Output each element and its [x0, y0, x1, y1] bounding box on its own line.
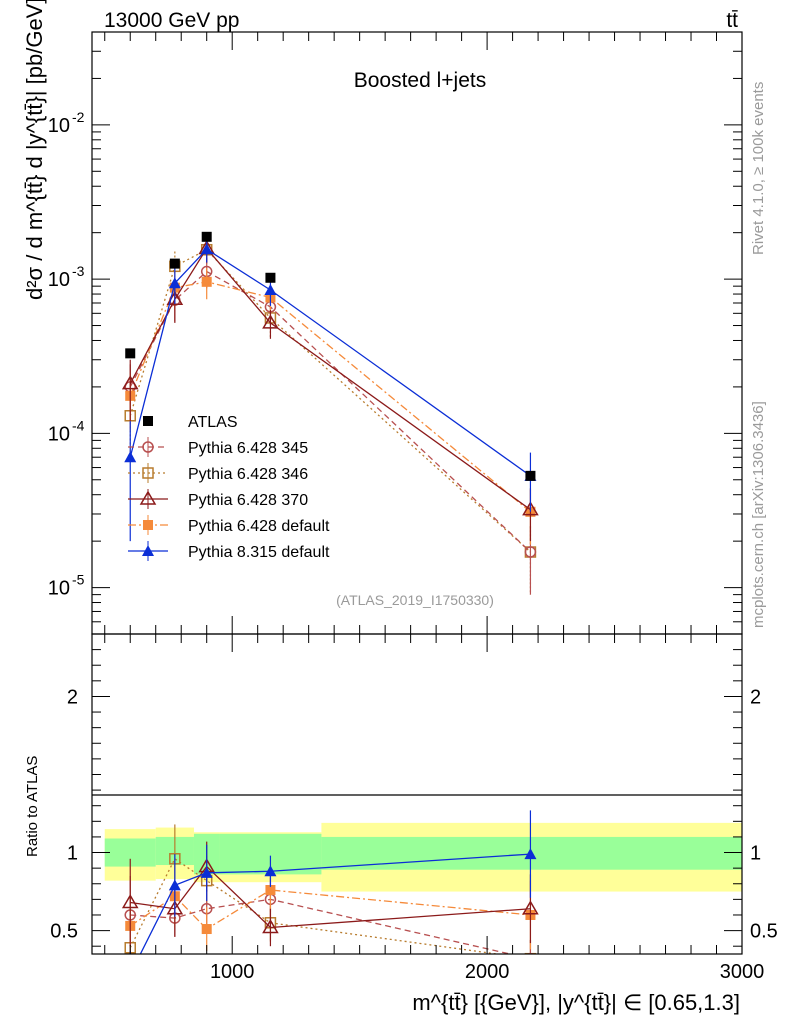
- ratio-p346-line: [129, 857, 502, 954]
- ratio-y-tick-label-right: 1: [750, 843, 761, 865]
- ratio-panel: 0.5 0.5 1 1 2 2 1000 2000 3000 m^{tt̄} [{GeV}], …: [50, 633, 778, 1015]
- legend-label: ATLAS: [188, 414, 238, 431]
- ratio-p345-line: [130, 898, 513, 954]
- y-axis-label: d²σ / d m^{tt̄} d |y^{tt̄}| [pb/GeV]: [22, 0, 47, 300]
- series-ATLAS-point: [169, 258, 180, 269]
- legend-marker-p8def: [142, 545, 154, 556]
- energy-label: 13000 GeV pp: [104, 9, 239, 32]
- legend-label: Pythia 6.428 346: [188, 466, 308, 483]
- ratio-p345-point: [527, 952, 534, 954]
- legend-item-p6def: Pythia 6.428 default: [128, 515, 330, 535]
- legend-marker-ATLAS: [143, 416, 153, 426]
- analysis-tag: (ATLAS_2019_I1750330): [336, 592, 494, 608]
- ratio-y-tick-label: 0.5: [50, 921, 78, 943]
- legend-item-p8def: Pythia 8.315 default: [128, 541, 330, 561]
- legend-marker-p345: [142, 441, 154, 453]
- legend-label: Pythia 6.428 370: [188, 492, 308, 509]
- legend-item-p370: Pythia 6.428 370: [128, 489, 308, 509]
- y-tick-label: 10: [48, 269, 70, 291]
- legend-label: Pythia 6.428 345: [188, 440, 308, 457]
- rivet-version-label: Rivet 4.1.0, ≥ 100k events: [750, 81, 767, 255]
- y-tick-label: 10: [48, 578, 70, 600]
- series-p8def-point: [168, 277, 181, 289]
- panel-title: Boosted l+jets: [354, 69, 487, 92]
- legend-marker-p370: [139, 490, 157, 505]
- series-p370-point: [522, 501, 539, 516]
- ratio-p346-point: [524, 952, 537, 954]
- ratio-p8def-point: [168, 879, 181, 891]
- series-p345-line: [129, 270, 531, 553]
- ratio-y-axis-label: Ratio to ATLAS: [24, 755, 41, 857]
- y-tick-label: 10: [48, 423, 70, 445]
- ratio-p370-point: [121, 893, 139, 909]
- legend-marker-p346: [142, 467, 154, 479]
- process-label: tt̄: [726, 9, 738, 32]
- legend-item-p345: Pythia 6.428 345: [128, 437, 308, 457]
- ratio-p6def-point: [265, 885, 276, 895]
- legend: ATLAS Pythia 6.428 345 Pythia 6.428 346 Pyt…: [128, 414, 330, 561]
- series-ATLAS-point: [525, 470, 536, 481]
- y-tick-label: 10: [48, 115, 70, 137]
- series-p370-point: [121, 375, 139, 390]
- x-tick-label: 2000: [465, 961, 510, 983]
- legend-item-p346: Pythia 6.428 346: [128, 463, 308, 483]
- legend-label: Pythia 8.315 default: [188, 544, 330, 561]
- ratio-p6def-point: [201, 924, 212, 935]
- ratio-p8def-point: [200, 866, 213, 878]
- y-tick-exponent: -5: [72, 572, 85, 588]
- ratio-p370-point: [522, 900, 539, 915]
- series-ATLAS-point: [265, 272, 276, 283]
- y-tick-exponent: -3: [72, 263, 85, 279]
- x-tick-label: 1000: [210, 961, 255, 983]
- ratio-y-tick-label-right: 2: [750, 686, 761, 708]
- y-tick-exponent: -2: [72, 109, 85, 125]
- y-tick-exponent: -4: [72, 417, 85, 433]
- series-p8def-point: [200, 243, 213, 255]
- legend-item-ATLAS: ATLAS: [143, 414, 238, 431]
- legend-label: Pythia 6.428 default: [188, 518, 330, 535]
- series-p345-point: [524, 546, 537, 558]
- ratio-p8def-point: [524, 848, 537, 860]
- main-panel: Boosted l+jets (ATLAS_2019_I1750330) ATL…: [48, 31, 743, 635]
- legend-marker-p6def: [143, 520, 153, 530]
- ratio-p8def-point: [124, 968, 136, 979]
- ratio-p8def-point: [264, 865, 277, 877]
- series-ATLAS-point: [125, 348, 136, 359]
- ratio-y-tick-label: 2: [67, 686, 78, 708]
- x-tick-label: 3000: [720, 961, 765, 983]
- series-p8def-point: [124, 451, 137, 463]
- series-ATLAS-point: [201, 231, 212, 242]
- mcplots-label: mcplots.cern.ch [arXiv:1306.3436]: [750, 401, 767, 628]
- x-axis-label: m^{tt̄} [{GeV}], |y^{tt̄}| ∈ [0.65,1.3]: [412, 990, 740, 1015]
- series-p8def-point: [264, 283, 277, 295]
- series-p6def-point: [201, 276, 212, 287]
- ratio-p370-point: [262, 918, 279, 934]
- series-p370-point: [262, 314, 279, 329]
- ratio-y-tick-label-right: 0.5: [750, 921, 778, 943]
- ratio-y-tick-label: 1: [67, 843, 78, 865]
